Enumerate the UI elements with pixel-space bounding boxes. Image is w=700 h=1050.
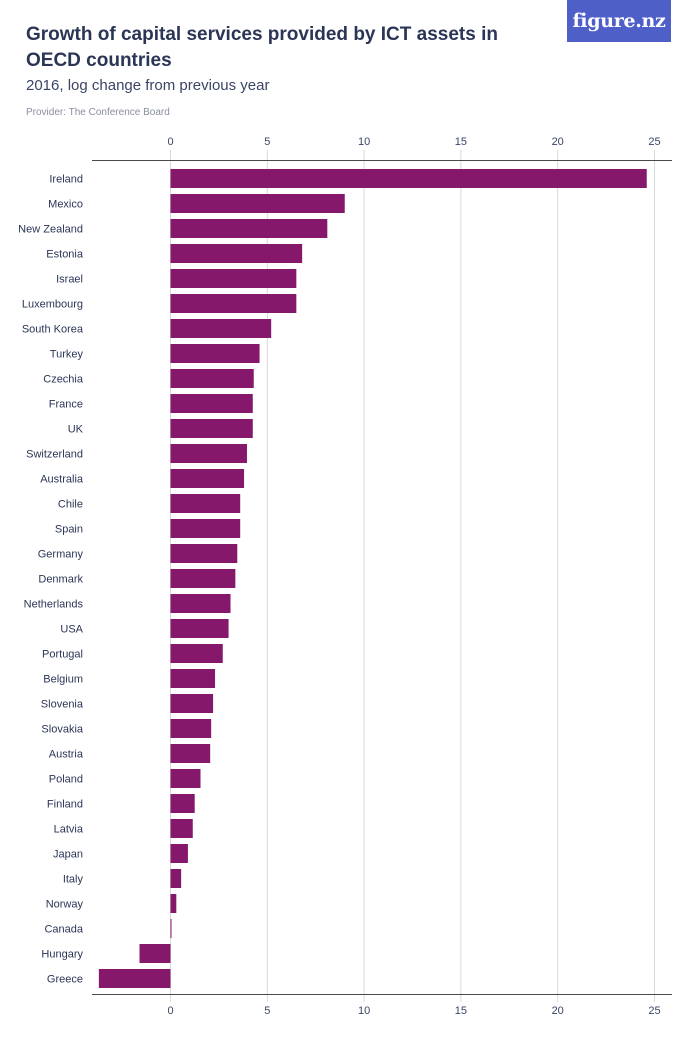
category-label: Switzerland (26, 449, 83, 461)
category-label: Turkey (50, 349, 84, 361)
bar-chile[interactable] (170, 494, 241, 513)
bar-new-zealand[interactable] (170, 219, 328, 238)
bar-portugal[interactable] (170, 644, 223, 663)
category-label: Luxembourg (22, 299, 83, 311)
bar-italy[interactable] (170, 869, 182, 888)
category-label: Latvia (54, 824, 84, 836)
x-tick-label-bottom: 20 (552, 1005, 564, 1017)
category-label: Ireland (49, 174, 83, 186)
bar-hungary[interactable] (139, 944, 171, 963)
category-label: France (49, 399, 83, 411)
x-tick-label-top: 15 (455, 136, 467, 148)
x-tick-label-bottom: 25 (648, 1005, 660, 1017)
bar-usa[interactable] (170, 619, 229, 638)
category-label: Spain (55, 524, 83, 536)
category-label: Italy (63, 874, 84, 886)
category-label: Poland (49, 774, 83, 786)
category-label: Austria (49, 749, 84, 761)
x-tick-label-bottom: 5 (264, 1005, 270, 1017)
category-label: New Zealand (18, 224, 83, 236)
x-tick-label-bottom: 10 (358, 1005, 370, 1017)
bar-switzerland[interactable] (170, 444, 247, 463)
chart-subtitle: 2016, log change from previous year (26, 77, 270, 94)
bar-uk[interactable] (170, 419, 253, 438)
chart-title: Growth of capital services provided by I… (26, 24, 498, 71)
bar-luxembourg[interactable] (170, 294, 297, 313)
gridlines (170, 150, 655, 1002)
category-label: Norway (46, 899, 84, 911)
bar-norway[interactable] (170, 894, 177, 913)
bar-austria[interactable] (170, 744, 211, 763)
x-tick-label-top: 5 (264, 136, 270, 148)
category-label: UK (68, 424, 84, 436)
x-tick-label-top: 0 (167, 136, 173, 148)
category-label: Belgium (43, 674, 83, 686)
category-label: Israel (56, 274, 83, 286)
bar-denmark[interactable] (170, 569, 236, 588)
category-label: Australia (40, 474, 84, 486)
bar-spain[interactable] (170, 519, 241, 538)
bar-finland[interactable] (170, 794, 195, 813)
bar-france[interactable] (170, 394, 253, 413)
bar-belgium[interactable] (170, 669, 216, 688)
category-label: Germany (38, 549, 84, 561)
category-label: Chile (58, 499, 83, 511)
x-tick-label-top: 20 (552, 136, 564, 148)
category-labels: Ireland Mexico New Zealand Estonia Israel Lux… (18, 174, 84, 986)
bars (98, 169, 647, 988)
category-label: Hungary (41, 949, 83, 961)
bar-slovenia[interactable] (170, 694, 214, 713)
category-label: South Korea (22, 324, 84, 336)
x-tick-label-bottom: 0 (167, 1005, 173, 1017)
bar-latvia[interactable] (170, 819, 193, 838)
category-label: Slovakia (41, 724, 83, 736)
bar-slovakia[interactable] (170, 719, 212, 738)
category-label: Canada (44, 924, 83, 936)
bar-germany[interactable] (170, 544, 238, 563)
bar-turkey[interactable] (170, 344, 260, 363)
provider-note: Provider: The Conference Board (26, 107, 170, 118)
category-label: USA (60, 624, 83, 636)
category-label: Estonia (46, 249, 84, 261)
bar-mexico[interactable] (170, 194, 345, 213)
axes: 0 0 5 5 10 10 15 15 20 20 25 25 (92, 136, 672, 1017)
x-tick-label-bottom: 15 (455, 1005, 467, 1017)
x-tick-label-top: 10 (358, 136, 370, 148)
category-label: Greece (47, 974, 83, 986)
category-label: Denmark (38, 574, 83, 586)
bar-canada[interactable] (170, 919, 172, 938)
bar-israel[interactable] (170, 269, 297, 288)
category-label: Portugal (42, 649, 83, 661)
bar-poland[interactable] (170, 769, 201, 788)
bar-estonia[interactable] (170, 244, 303, 263)
bar-japan[interactable] (170, 844, 188, 863)
category-label: Netherlands (24, 599, 84, 611)
category-label: Japan (53, 849, 83, 861)
x-tick-label-top: 25 (648, 136, 660, 148)
bar-greece[interactable] (98, 969, 171, 988)
category-label: Slovenia (41, 699, 84, 711)
category-label: Finland (47, 799, 83, 811)
category-label: Mexico (48, 199, 83, 211)
bar-ireland[interactable] (170, 169, 647, 188)
bar-south-korea[interactable] (170, 319, 272, 338)
bar-australia[interactable] (170, 469, 245, 488)
category-label: Czechia (43, 374, 84, 386)
figure-nz-logo[interactable]: figure.nz (567, 0, 671, 42)
bar-netherlands[interactable] (170, 594, 231, 613)
bar-czechia[interactable] (170, 369, 254, 388)
